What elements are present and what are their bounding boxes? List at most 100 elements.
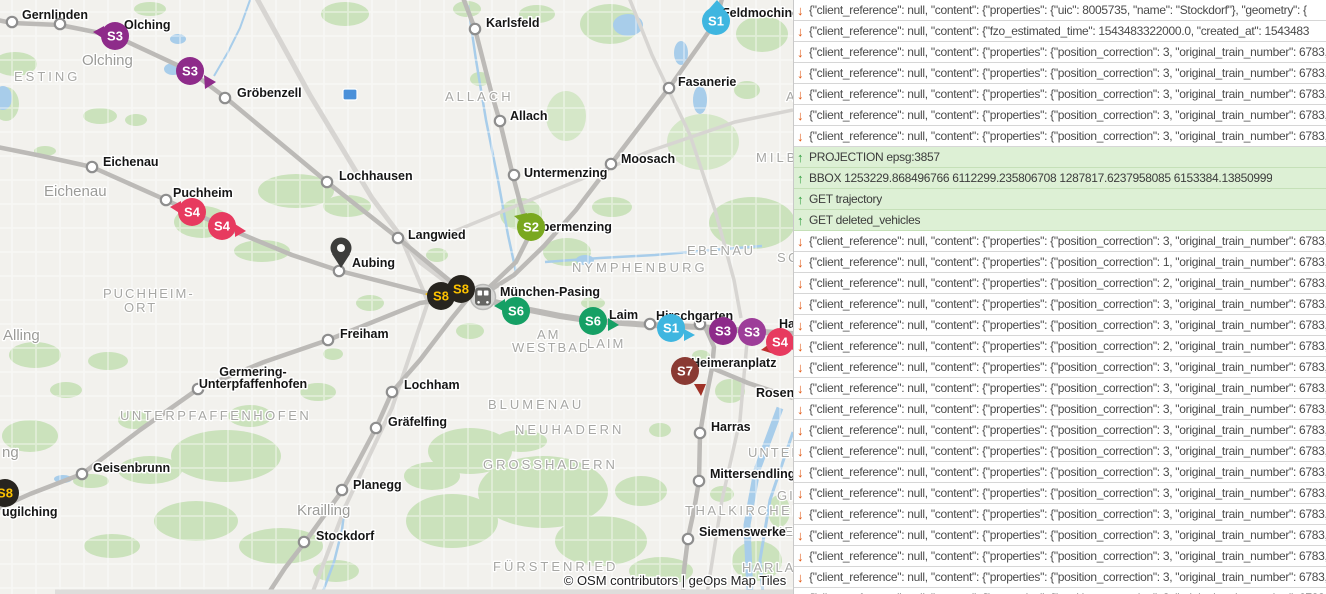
vehicle-line-label: S7 (677, 364, 693, 379)
vehicle-circle[interactable] (738, 318, 766, 346)
log-panel[interactable]: ↓ {"client_reference": null, "content": {… (793, 0, 1326, 594)
station-circle (218, 91, 232, 105)
log-message-text: {"client_reference": null, "content": {"… (809, 108, 1326, 122)
station-label: Harras (711, 420, 751, 434)
vehicle-circle[interactable] (101, 22, 129, 50)
district-label: ORT (124, 300, 157, 315)
direction-arrow-icon (235, 224, 246, 237)
station-circle (297, 535, 311, 549)
log-row: ↓{"client_reference": null, "content": {… (794, 273, 1326, 294)
arrow-down-icon: ↓ (797, 527, 804, 543)
log-message-text: {"client_reference": null, "content": {"… (809, 465, 1326, 479)
vehicle-line-label: S3 (182, 64, 198, 79)
log-message-text: {"client_reference": null, "content": {"… (809, 549, 1326, 563)
vehicle-marker-s4[interactable]: S4 (766, 328, 803, 356)
station-circle (385, 385, 399, 399)
station-label: Olching (124, 18, 171, 32)
station-circle (85, 160, 99, 174)
vehicle-marker-s8[interactable]: S8 (447, 275, 475, 303)
direction-arrow-icon (608, 318, 619, 331)
map-container[interactable]: Olching Eichenau Alling ng Krailling ESTING A… (0, 0, 809, 594)
vehicle-marker-s3[interactable]: S3 (93, 22, 129, 50)
station-circle (643, 317, 657, 331)
station-circle (321, 333, 335, 347)
station-circle (191, 382, 205, 396)
map-attribution: © OSM contributors | geOps Map Tiles (564, 573, 787, 588)
log-row: ↓{"client_reference": null, "content": {… (794, 441, 1326, 462)
vehicle-marker-s8[interactable]: S8 (0, 479, 19, 507)
district-label: HARLAC (742, 560, 793, 575)
station-label: Langwied (408, 228, 466, 242)
station-circle (53, 17, 67, 31)
vehicle-line-label: S6 (585, 314, 601, 329)
log-row: ↓{"client_reference": null, "content": {… (794, 231, 1326, 252)
vehicle-marker-s7[interactable]: S7 (671, 357, 706, 396)
log-row: ↓{"client_reference": null, "content": {… (794, 588, 1326, 594)
pasing-station-icon (469, 283, 497, 311)
vehicle-circle[interactable] (766, 328, 794, 356)
log-message-text: {"client_reference": null, "content": {"… (809, 318, 1326, 332)
map-canvas[interactable]: Olching Eichenau Alling ng Krailling ESTING A… (0, 0, 809, 594)
log-message-text: {"client_reference": null, "content": {"… (809, 129, 1326, 143)
station-label: Gröbenzell (237, 86, 302, 100)
log-row: ↓{"client_reference": null, "content": {… (794, 315, 1326, 336)
district-label: EBENAU (687, 243, 755, 258)
log-row: ↑ GET trajectory (794, 189, 1326, 210)
log-row: ↑ GET deleted_vehicles (794, 210, 1326, 231)
station-circle (75, 467, 89, 481)
station-label: Lochhausen (339, 169, 413, 183)
arrow-down-icon: ↓ (797, 485, 804, 501)
station-circle (335, 483, 349, 497)
log-row: ↓{"client_reference": null, "content": {… (794, 504, 1326, 525)
vehicle-marker-s2[interactable]: S2 (514, 213, 545, 241)
vehicle-circle[interactable] (671, 357, 699, 385)
district-labels: ESTING ALLACH A MILBE EBENAU SC NYMPHENBURG PUC… (13, 68, 809, 577)
station-label: Stockdorf (316, 529, 375, 543)
vehicle-marker-s4[interactable]: S4 (170, 198, 206, 226)
station-label: Moosach (621, 152, 675, 166)
vehicle-markers[interactable]: S3 S3 S1 S4 S4 S2 S8 S8 S6 S6 S1 S3 S3 S4 S7 S8 (0, 0, 803, 507)
arrow-down-icon: ↓ (797, 275, 804, 291)
district-label: A (786, 89, 793, 104)
vehicle-line-label: S1 (708, 14, 724, 29)
vehicle-marker-s1[interactable]: S1 (657, 314, 695, 342)
vehicle-circle[interactable] (657, 314, 685, 342)
vehicle-circle[interactable] (208, 212, 236, 240)
station-label: Gräfelfing (388, 415, 447, 429)
station-label: Obermenzing (532, 220, 612, 234)
station-circle (507, 168, 521, 182)
vehicle-circle[interactable] (176, 57, 204, 85)
vehicle-circle[interactable] (0, 479, 19, 507)
log-message-text: {"client_reference": null, "content": {"… (809, 444, 1326, 458)
vehicle-line-label: S8 (433, 289, 449, 304)
vehicle-circle[interactable] (709, 317, 737, 345)
vehicle-circle[interactable] (502, 297, 530, 325)
vehicle-circle[interactable] (702, 7, 730, 35)
vehicle-marker-s6[interactable]: S6 (579, 307, 619, 335)
vehicle-marker-s6[interactable]: S6 (494, 297, 530, 325)
log-row: ↓{"client_reference": null, "content": {… (794, 63, 1326, 84)
log-row: ↓{"client_reference": null, "content": {… (794, 84, 1326, 105)
vehicle-marker-s3[interactable]: S3 (176, 57, 216, 89)
station-circle (159, 193, 173, 207)
vehicle-marker-s4[interactable]: S4 (208, 212, 246, 240)
direction-arrow-icon (684, 329, 695, 341)
vehicle-marker-s3[interactable]: S3 (709, 317, 737, 345)
station-label: Unterpfaffenhofen (199, 377, 307, 391)
vehicle-circle[interactable] (579, 307, 607, 335)
blue-vehicle-marker[interactable] (342, 88, 358, 101)
station-circle (391, 231, 405, 245)
vehicle-line-label: S4 (184, 205, 201, 220)
stations: Gernlinden Olching Gröbenzell Karlsfeld Feld… (1, 5, 804, 549)
district-label: UNTER (748, 445, 793, 460)
vehicle-marker-s1[interactable]: S1 (702, 0, 730, 35)
vehicle-circle[interactable] (517, 213, 545, 241)
vehicle-circle[interactable] (178, 198, 206, 226)
vehicle-circle[interactable] (447, 275, 475, 303)
station-label: Germering- (219, 365, 286, 379)
station-circle (5, 15, 19, 29)
station-label: Puchheim (173, 186, 233, 200)
map-pin-marker[interactable] (330, 237, 352, 269)
town-label: Krailling (297, 502, 350, 519)
log-row: ↓{"client_reference": null, "content": {… (794, 567, 1326, 588)
